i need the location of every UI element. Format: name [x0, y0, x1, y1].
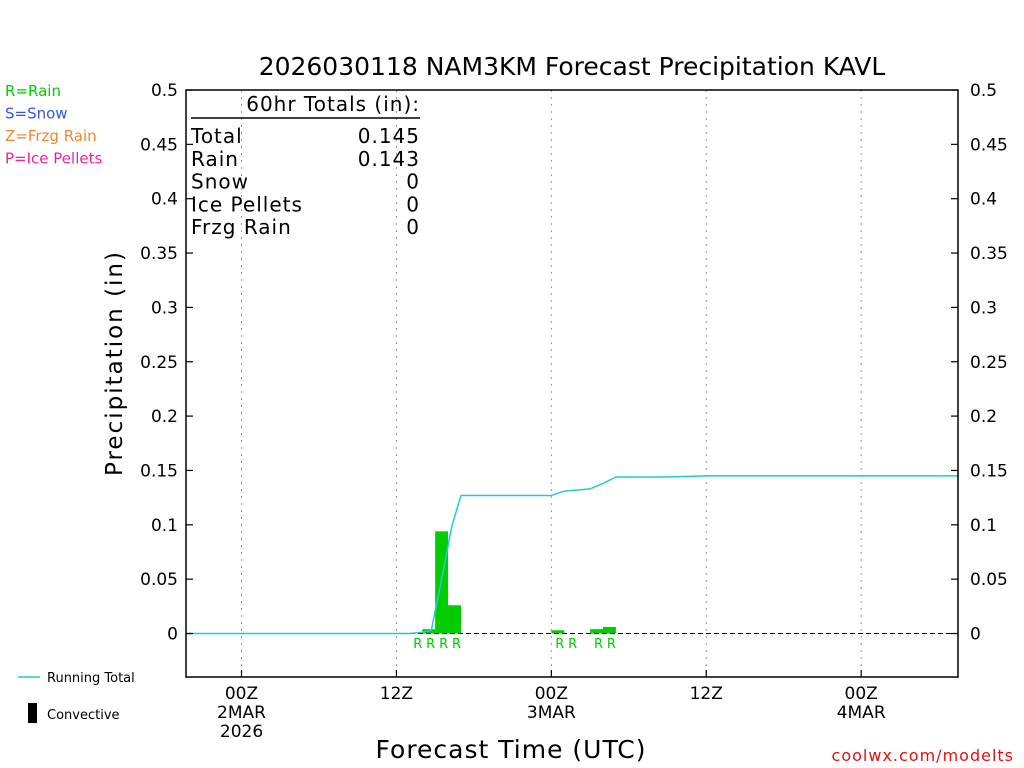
precip-type-label-6: R: [594, 637, 603, 652]
y-tick-label-right: 0.3: [970, 298, 997, 318]
x-axis-label: Forecast Time (UTC): [376, 735, 647, 764]
y-tick-label-left: 0.45: [140, 135, 178, 155]
y-tick-label-right: 0.5: [970, 81, 997, 101]
running-total-legend: Running Total: [18, 671, 135, 686]
y-tick-label-right: 0: [970, 625, 981, 645]
precip-type-label-1: R: [426, 637, 435, 652]
x-tick-label: 2026: [220, 722, 263, 742]
x-tick-label: 4MAR: [837, 703, 886, 723]
precip-type-legend: R=Rain S=Snow Z=Frzg Rain P=Ice Pellets: [5, 82, 102, 168]
convective-swatch: [28, 703, 37, 723]
precip-type-label-7: R: [607, 637, 616, 652]
y-axis-left: 0 0.05 0.1 0.15 0.2 0.25 0.3 0.35 0.4 0.45 0.5: [140, 81, 193, 645]
y-tick-label-left: 0: [167, 625, 178, 645]
y-tick-label-right: 0.35: [970, 244, 1008, 264]
x-tick-label: 00Z: [225, 684, 258, 704]
y-tick-label-left: 0.1: [151, 516, 178, 536]
precip-type-label-2: R: [439, 637, 448, 652]
totals-box: 60hr Totals (in): Total 0.145 Rain 0.143 Sno…: [190, 92, 420, 239]
totals-row-value: 0.143: [358, 147, 420, 171]
x-tick-label: 12Z: [380, 684, 413, 704]
convective-legend-label: Convective: [47, 708, 120, 723]
type-legend-item: S=Snow: [5, 105, 68, 123]
totals-row-label: Snow: [191, 170, 249, 194]
totals-row-label: Total: [190, 124, 243, 148]
totals-row-label: Frzg Rain: [191, 215, 292, 239]
y-tick-label-right: 0.45: [970, 135, 1008, 155]
y-tick-label-left: 0.05: [140, 570, 178, 590]
y-axis-label: Precipitation (in): [102, 250, 128, 476]
y-tick-label-right: 0.15: [970, 461, 1008, 481]
y-tick-label-left: 0.2: [151, 407, 178, 427]
precip-type-label-4: R: [555, 637, 564, 652]
totals-row-label: Ice Pellets: [191, 192, 303, 216]
precip-bar-3: [551, 630, 565, 634]
y-tick-label-left: 0.15: [140, 461, 178, 481]
precip-bar-4: [590, 629, 603, 634]
totals-row-value: 0: [406, 192, 420, 216]
vertical-grid: [241, 90, 862, 677]
x-tick-label: 00Z: [845, 684, 878, 704]
convective-legend: Convective: [28, 703, 120, 723]
totals-row-value: 0: [406, 170, 420, 194]
type-legend-item: R=Rain: [5, 82, 61, 100]
running-total-legend-label: Running Total: [47, 671, 135, 686]
totals-heading: 60hr Totals (in):: [246, 92, 420, 116]
totals-row-value: 0: [406, 215, 420, 239]
y-tick-label-left: 0.25: [140, 353, 178, 373]
precip-type-label-5: R: [568, 637, 577, 652]
x-tick-label: 2MAR: [217, 703, 266, 723]
running-total-line: [186, 475, 958, 635]
precip-type-label-3: R: [452, 637, 461, 652]
y-tick-label-left: 0.4: [151, 190, 178, 210]
chart-title: 2026030118 NAM3KM Forecast Precipitation…: [259, 52, 886, 81]
plot-frame: [185, 89, 959, 678]
y-tick-label-left: 0.3: [151, 298, 178, 318]
x-tick-label: 00Z: [535, 684, 568, 704]
y-tick-label-right: 0.1: [970, 516, 997, 536]
y-tick-label-left: 0.5: [151, 81, 178, 101]
credit-text: coolwx.com/modelts: [832, 746, 1014, 765]
y-axis-right: 0 0.05 0.1 0.15 0.2 0.25 0.3 0.35 0.4 0.45 0.5: [951, 81, 1008, 645]
precip-type-label-0: R: [413, 637, 422, 652]
y-tick-label-right: 0.05: [970, 570, 1008, 590]
y-tick-label-left: 0.35: [140, 244, 178, 264]
y-tick-label-right: 0.2: [970, 407, 997, 427]
x-tick-label: 12Z: [690, 684, 723, 704]
precip-bar-2: [448, 605, 461, 634]
totals-row-value: 0.145: [358, 124, 420, 148]
totals-row-label: Rain: [191, 147, 239, 171]
y-tick-label-right: 0.25: [970, 353, 1008, 373]
type-legend-item: P=Ice Pellets: [5, 150, 102, 168]
precip-bars: [422, 531, 616, 634]
y-tick-label-right: 0.4: [970, 190, 997, 210]
precip-bar-5: [602, 626, 616, 634]
x-tick-label: 3MAR: [527, 703, 576, 723]
type-legend-item: Z=Frzg Rain: [5, 127, 97, 145]
